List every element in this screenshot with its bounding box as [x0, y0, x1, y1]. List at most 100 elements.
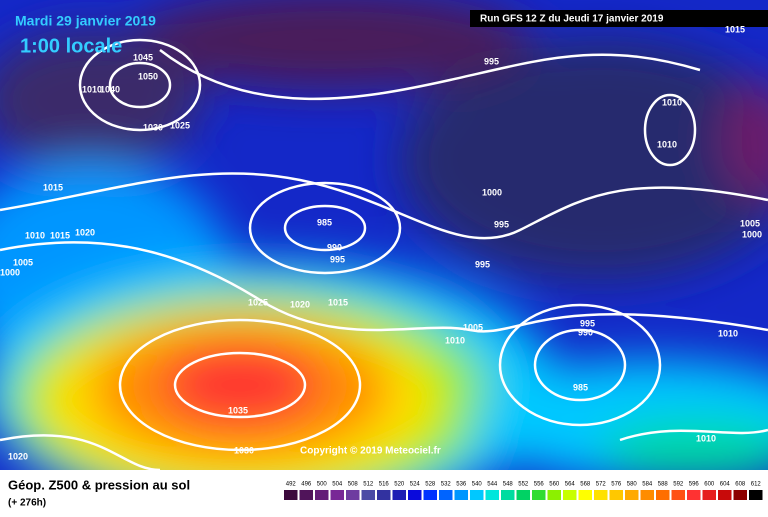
- legend-label: 532: [441, 482, 452, 488]
- legend-swatch: [640, 490, 654, 500]
- legend-swatch: [625, 490, 639, 500]
- isobar-label: 990: [578, 327, 593, 337]
- isobar-label: 1045: [133, 52, 153, 62]
- legend-swatch: [656, 490, 670, 500]
- legend-swatch: [454, 490, 468, 500]
- legend-swatch: [299, 490, 313, 500]
- legend-label: 612: [751, 482, 762, 488]
- isobar-label: 1035: [228, 405, 248, 415]
- isobar-label: 1010: [82, 84, 102, 94]
- isobar-label: 1005: [740, 218, 760, 228]
- isobar-label: 1030: [234, 445, 254, 455]
- legend-label: 568: [580, 482, 591, 488]
- legend-swatch: [702, 490, 716, 500]
- isobar-label: 995: [494, 219, 509, 229]
- isobar-label: 1030: [143, 122, 163, 132]
- legend-label: 528: [425, 482, 436, 488]
- isobar-label: 1005: [463, 322, 483, 332]
- time: 1:00 locale: [20, 35, 122, 57]
- isobar-label: 1010: [657, 139, 677, 149]
- legend-swatch: [516, 490, 530, 500]
- isobar-label: 985: [573, 382, 588, 392]
- legend-label: 600: [704, 482, 715, 488]
- isobar-label: 990: [327, 242, 342, 252]
- legend-label: 604: [720, 482, 731, 488]
- lead-time: (+ 276h): [8, 498, 46, 509]
- isobar-label: 1015: [43, 182, 63, 192]
- legend-swatch: [687, 490, 701, 500]
- legend-label: 548: [503, 482, 514, 488]
- legend-label: 492: [286, 482, 297, 488]
- isobar-label: 1005: [13, 257, 33, 267]
- legend-swatch: [563, 490, 577, 500]
- isobar-label: 1015: [725, 24, 745, 34]
- legend-swatch: [315, 490, 329, 500]
- legend-swatch: [501, 490, 515, 500]
- legend-label: 572: [596, 482, 607, 488]
- isobar-label: 1010: [718, 328, 738, 338]
- legend-label: 504: [332, 482, 343, 488]
- run-info: Run GFS 12 Z du Jeudi 17 janvier 2019: [480, 14, 664, 25]
- legend-label: 552: [518, 482, 529, 488]
- isobar-label: 985: [317, 217, 332, 227]
- legend-swatch: [749, 490, 763, 500]
- legend-label: 576: [611, 482, 622, 488]
- legend-swatch: [609, 490, 623, 500]
- isobar-label: 995: [580, 318, 595, 328]
- isobar-label: 1010: [25, 230, 45, 240]
- legend-label: 512: [363, 482, 374, 488]
- legend-swatch: [485, 490, 499, 500]
- legend-label: 560: [549, 482, 560, 488]
- legend-label: 596: [689, 482, 700, 488]
- legend-label: 508: [348, 482, 359, 488]
- legend-swatch: [718, 490, 732, 500]
- legend-swatch: [330, 490, 344, 500]
- isobar-label: 995: [475, 259, 490, 269]
- legend-swatch: [361, 490, 375, 500]
- isobar-label: 1000: [742, 229, 762, 239]
- legend-swatch: [377, 490, 391, 500]
- legend-swatch: [439, 490, 453, 500]
- legend-swatch: [547, 490, 561, 500]
- isobar-label: 1000: [0, 267, 20, 277]
- legend-label: 516: [379, 482, 390, 488]
- legend-label: 608: [735, 482, 746, 488]
- isobar-label: 1010: [445, 335, 465, 345]
- legend-swatch: [284, 490, 298, 500]
- footer-title: Géop. Z500 & pression au sol: [8, 477, 190, 492]
- legend-swatch: [392, 490, 406, 500]
- isobar-label: 1050: [138, 71, 158, 81]
- isobar-label: 1015: [328, 297, 348, 307]
- isobar-label: 1020: [75, 227, 95, 237]
- isobars: [0, 38, 768, 472]
- isobar-label: 1010: [662, 97, 682, 107]
- legend-swatch: [346, 490, 360, 500]
- isobar-label: 1020: [290, 299, 310, 309]
- legend-swatch: [578, 490, 592, 500]
- legend-label: 524: [410, 482, 421, 488]
- legend-swatch: [671, 490, 685, 500]
- isobar-label: 995: [484, 56, 499, 66]
- copyright: Copyright © 2019 Meteociel.fr: [300, 446, 441, 457]
- legend-label: 580: [627, 482, 638, 488]
- legend-label: 544: [487, 482, 498, 488]
- legend-swatch: [423, 490, 437, 500]
- run-banner: [470, 10, 768, 27]
- isobar-label: 1025: [248, 297, 268, 307]
- legend-label: 584: [642, 482, 653, 488]
- isobar-label: 1015: [50, 230, 70, 240]
- isobar-label: 1010: [696, 433, 716, 443]
- legend-swatch: [532, 490, 546, 500]
- isobar-label: 1020: [8, 451, 28, 461]
- legend-label: 592: [673, 482, 684, 488]
- legend-swatch: [470, 490, 484, 500]
- legend-label: 540: [472, 482, 483, 488]
- legend-swatch: [408, 490, 422, 500]
- legend-label: 496: [301, 482, 312, 488]
- legend-label: 556: [534, 482, 545, 488]
- isobar-label: 1040: [100, 84, 120, 94]
- legend-swatch: [733, 490, 747, 500]
